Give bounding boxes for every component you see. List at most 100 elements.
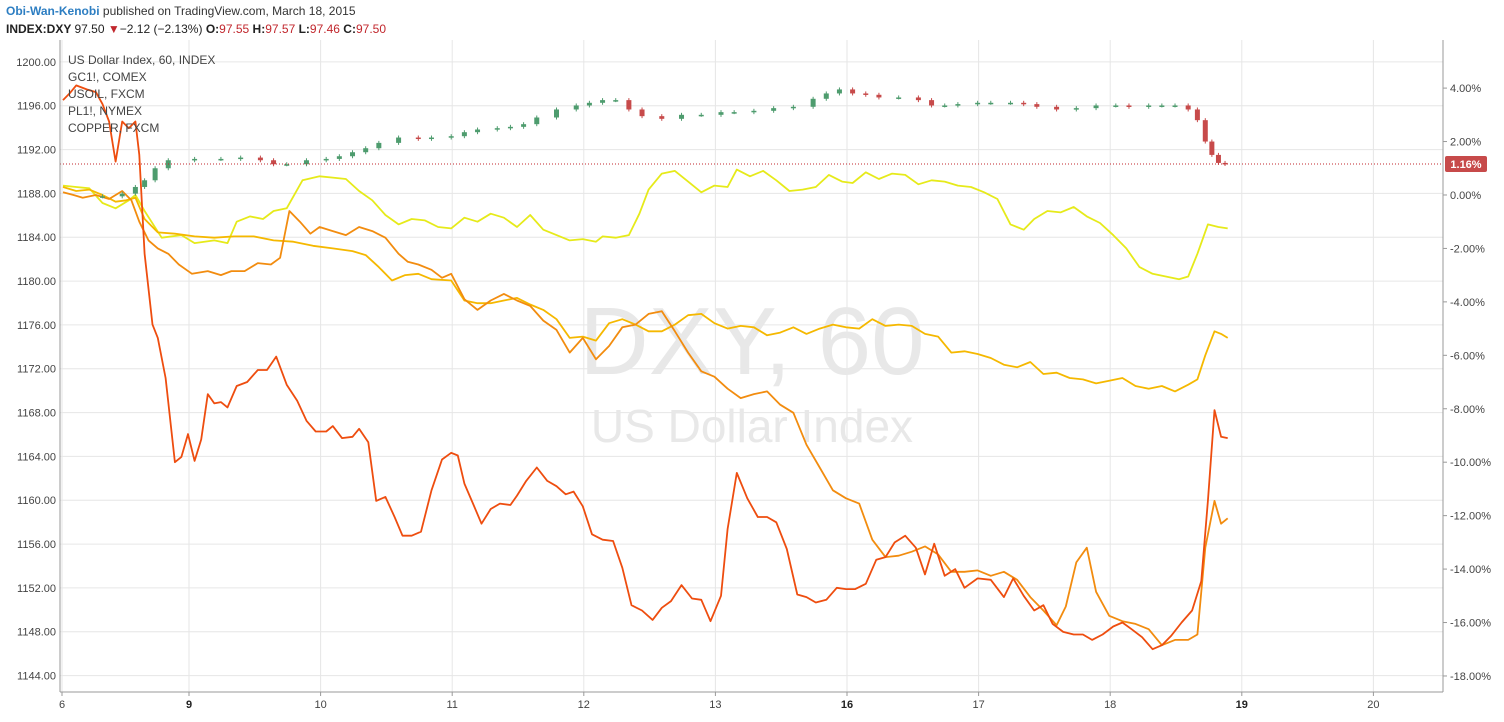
left-tick-label: 1200.00 <box>16 57 56 69</box>
candle-body <box>1034 104 1040 107</box>
candle-body <box>863 93 869 95</box>
last-value-badge: 1.16% <box>1445 155 1487 172</box>
candle-body <box>573 105 579 110</box>
x-tick-label: 13 <box>709 699 721 711</box>
candle-body <box>823 93 829 99</box>
candle-body <box>1159 105 1165 107</box>
legend-entry: COPPER, FXCM <box>68 121 159 135</box>
candle-body <box>521 124 527 127</box>
candle-body <box>534 117 540 125</box>
badge-box <box>1445 155 1487 172</box>
legend-entry: USOIL, FXCM <box>68 87 145 101</box>
published-text: published on TradingView.com, March 18, … <box>102 4 356 18</box>
candle-body <box>1222 162 1228 165</box>
right-tick-label: -8.00% <box>1450 404 1485 416</box>
left-tick-label: 1192.00 <box>17 145 56 157</box>
candle-body <box>142 180 148 187</box>
candle-body <box>257 157 263 161</box>
legend-entry: US Dollar Index, 60, INDEX <box>68 53 215 67</box>
right-tick-label: -14.00% <box>1450 564 1491 576</box>
close-value: 97.50 <box>355 22 386 36</box>
candle-body <box>152 168 158 181</box>
x-tick-label: 19 <box>1236 699 1248 711</box>
symbol-label: INDEX:DXY <box>6 22 72 36</box>
right-tick-label: -16.00% <box>1450 618 1491 630</box>
candle-body <box>119 193 125 197</box>
left-tick-label: 1152.00 <box>17 583 56 595</box>
candle-body <box>790 106 796 109</box>
x-tick-label: 6 <box>59 699 65 711</box>
right-tick-label: -10.00% <box>1450 457 1491 469</box>
candle-body <box>942 105 948 107</box>
candle-body <box>836 89 842 94</box>
price-chart[interactable]: DXY, 60 US Dollar Index 1200.00 1196.00 11… <box>0 40 1504 722</box>
candle-body <box>1093 105 1099 109</box>
series-line <box>62 186 1229 393</box>
watermark-symbol: DXY, 60 <box>579 288 924 395</box>
watermark-name: US Dollar Index <box>591 400 913 452</box>
series-line <box>62 168 1228 281</box>
candle-body <box>396 137 402 143</box>
candle-body <box>1021 102 1027 105</box>
candle-body <box>350 152 356 157</box>
left-tick-label: 1180.00 <box>17 276 56 288</box>
left-tick-label: 1188.00 <box>17 188 56 200</box>
candle-body <box>1146 105 1152 107</box>
candle-body <box>600 100 606 103</box>
left-tick-label: 1148.00 <box>17 627 56 639</box>
right-tick-label: -6.00% <box>1450 350 1485 362</box>
right-tick-label: -12.00% <box>1450 511 1491 523</box>
open-label: O: <box>205 22 220 36</box>
candle-body <box>988 102 994 105</box>
candle-body <box>192 158 198 161</box>
candle-body <box>659 116 665 119</box>
candle-body <box>718 112 724 115</box>
candle-body <box>1202 120 1208 142</box>
left-tick-label: 1156.00 <box>17 539 56 551</box>
x-tick-label: 9 <box>186 699 192 711</box>
candle-body <box>303 160 309 165</box>
candle-body <box>613 100 619 102</box>
publisher-line: Obi-Wan-Kenobi published on TradingView.… <box>6 2 356 20</box>
grid <box>60 40 1443 692</box>
low-value: 97.46 <box>309 22 340 36</box>
right-tick-label: 0.00% <box>1450 190 1481 202</box>
candle-body <box>363 148 369 153</box>
left-tick-label: 1168.00 <box>17 408 56 420</box>
candle-body <box>554 109 559 118</box>
legend: US Dollar Index, 60, INDEX GC1!, COMEX USO… <box>68 53 215 135</box>
ohlc-line: INDEX:DXY 97.50 ▼−2.12 (−2.13%) O:97.55 … <box>6 20 386 38</box>
candle-body <box>955 104 961 106</box>
high-value: 97.57 <box>265 22 296 36</box>
x-tick-label: 12 <box>578 699 590 711</box>
candle-body <box>132 186 138 194</box>
badge-text: 1.16% <box>1450 159 1481 171</box>
series-line <box>62 190 1229 647</box>
candle-body <box>376 142 382 149</box>
left-tick-label: 1144.00 <box>17 671 56 683</box>
legend-entry: GC1!, COMEX <box>68 70 147 84</box>
candle-body <box>99 196 105 198</box>
author-link[interactable]: Obi-Wan-Kenobi <box>6 4 100 18</box>
candle-body <box>1126 105 1132 107</box>
candle-body <box>1113 105 1119 107</box>
candle-body <box>336 156 342 159</box>
left-tick-label: 1184.00 <box>17 232 56 244</box>
x-tick-label: 18 <box>1104 699 1116 711</box>
open-value: 97.55 <box>219 22 250 36</box>
candle-body <box>238 157 244 160</box>
candle-body <box>626 100 632 110</box>
candle-body <box>461 132 467 137</box>
candle-body <box>475 129 481 133</box>
candle-body <box>850 89 856 94</box>
legend-entry: PL1!, NYMEX <box>68 104 142 118</box>
candle-body <box>218 158 224 161</box>
candle-body <box>1008 102 1014 105</box>
x-tick-label: 10 <box>314 699 326 711</box>
right-tick-label: 4.00% <box>1450 83 1481 95</box>
candle-body <box>679 114 685 119</box>
x-tick-label: 16 <box>841 699 853 711</box>
right-tick-label: -18.00% <box>1450 671 1491 683</box>
candle-body <box>428 137 434 140</box>
candle-body <box>271 160 277 165</box>
